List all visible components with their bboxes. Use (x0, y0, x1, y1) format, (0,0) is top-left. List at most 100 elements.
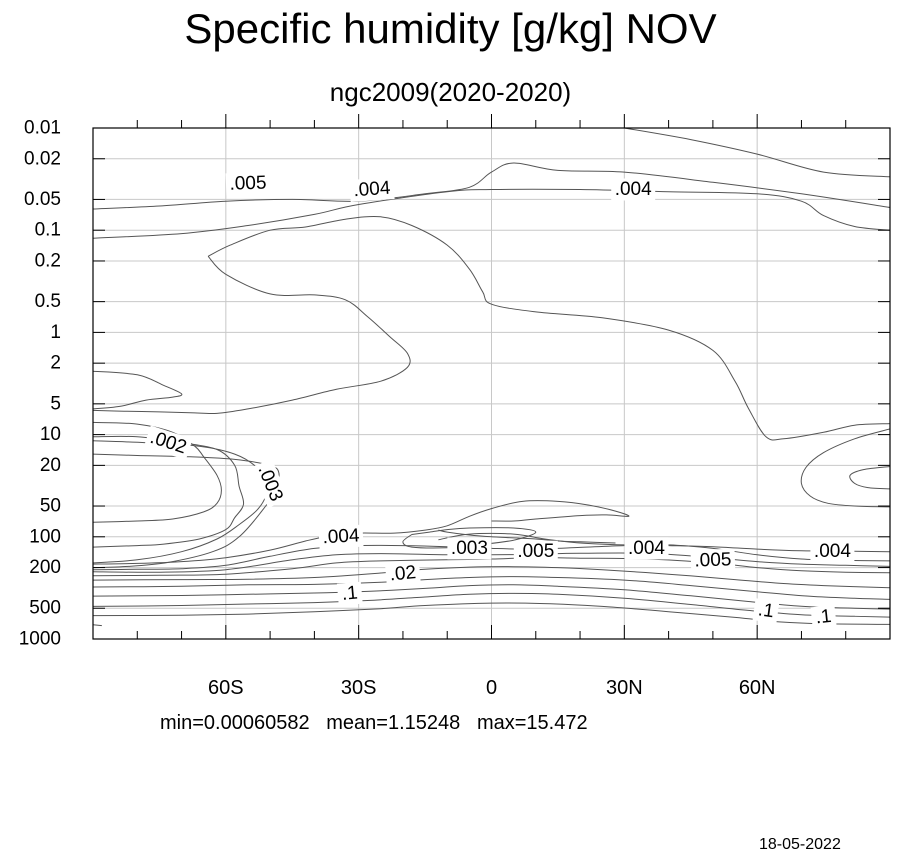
contour-label: .1 (341, 583, 359, 605)
contour-line (93, 566, 890, 589)
y-axis: 0.01 0.02 0.05 0.1 0.2 0.5 1 2 5 10 20 50 100 200 500 1… (19, 118, 890, 650)
contour-label-group: .004 (611, 178, 656, 201)
x-tick-label: 0 (486, 677, 497, 699)
contour-line (482, 128, 484, 129)
y-tick-label: 5 (50, 393, 61, 414)
contour-label-group: .005 (690, 548, 736, 573)
y-tick-label: 0.01 (24, 118, 61, 139)
y-tick-label: 100 (29, 526, 61, 547)
contour-label-bg (318, 524, 364, 549)
date-stamp: 18-05-2022 (759, 836, 841, 853)
contour-label: .005 (517, 541, 554, 562)
contour-label-group: .004 (624, 537, 669, 560)
x-tick-label: 60S (208, 677, 244, 699)
contour-label-bg (385, 561, 421, 587)
contour-label-bg (611, 178, 656, 201)
y-tick-label: 1000 (19, 629, 61, 650)
stats-min-label: min= (160, 712, 204, 734)
contour-line (800, 428, 890, 508)
y-tick-label: 50 (40, 496, 61, 517)
x-axis: 60S 30S 0 30N 60N (136, 114, 847, 699)
stats-max-value: 15.472 (526, 712, 588, 734)
contour-label-group: .003 (251, 458, 289, 508)
contour-line (93, 255, 411, 415)
contour-line (93, 552, 890, 573)
contour-label-bg (690, 548, 736, 573)
contour-label: .003 (451, 538, 488, 559)
contour-label-group: .1 (336, 581, 363, 606)
stats-max-label: max= (476, 712, 527, 734)
contour-line (207, 216, 890, 441)
contour-label: .1 (815, 606, 833, 629)
stats-line: min=0.00060582 mean=1.15248 max=15.472 (160, 710, 588, 736)
y-tick-label: 10 (40, 424, 61, 445)
contour-lines (93, 128, 890, 627)
contour-label-group: .1 (752, 598, 780, 624)
contour-label-bg (349, 176, 395, 203)
contour-label-group: .004 (349, 176, 395, 203)
contour-label-bg (225, 171, 271, 196)
contour-label-bg (143, 425, 193, 460)
contour-line (93, 188, 890, 239)
contour-labels: .005 .004 .004 .002 .003 .004 .003 .005 .004 .005… (143, 171, 855, 630)
contour-line (93, 500, 630, 565)
contour-line (93, 421, 222, 523)
contour-label-bg (513, 540, 558, 563)
y-tick-label: 0.02 (24, 148, 61, 169)
contour-label-bg (810, 540, 855, 563)
contour-label-bg (336, 581, 363, 606)
y-tick-label: 0.5 (35, 291, 61, 312)
contour-label-group: .003 (447, 537, 492, 560)
contour-label-group: .004 (318, 524, 364, 549)
y-tick-label: 1 (50, 322, 61, 343)
contour-line (93, 440, 268, 564)
y-tick-label: 200 (29, 557, 61, 578)
contour-label-bg (810, 604, 837, 630)
contour-label: .004 (353, 178, 392, 202)
contour-label: .02 (389, 562, 417, 585)
contour-label: .004 (814, 541, 851, 562)
y-tick-label: 0.1 (35, 220, 61, 241)
stats-mean-label: mean= (326, 712, 388, 734)
stats-min-value: 0.00060582 (203, 712, 310, 734)
contour-line (93, 162, 890, 210)
contour-line (93, 370, 183, 410)
contour-label-group: .005 (225, 171, 271, 196)
y-tick-label: 500 (29, 598, 61, 619)
contour-line (93, 624, 102, 627)
contour-label-group: .1 (810, 604, 837, 630)
y-tick-label: 0.05 (24, 189, 61, 210)
stats-mean-value: 1.15248 (387, 712, 461, 734)
contour-label-bg (251, 458, 289, 508)
contour-label-group: .02 (385, 561, 421, 587)
chart-subtitle: ngc2009(2020-2020) (329, 77, 572, 107)
contour-label-group: .005 (513, 540, 558, 563)
contour-line (624, 128, 890, 178)
contour-line (93, 557, 890, 577)
contour-label-bg (752, 598, 780, 624)
contour-line (849, 466, 890, 490)
contour-line (93, 584, 890, 610)
contour-label-bg (624, 537, 669, 560)
contour-label: .005 (694, 549, 732, 571)
contour-line (93, 592, 890, 618)
contour-line (438, 529, 616, 544)
x-tick-label: 60N (739, 677, 776, 699)
contour-label: .1 (757, 599, 776, 622)
x-tick-label: 30S (341, 677, 377, 699)
x-tick-label: 30N (606, 677, 643, 699)
contour-label-bg (447, 537, 492, 560)
contour-label: .005 (229, 172, 267, 194)
contour-line (93, 576, 890, 600)
y-tick-label: 20 (40, 455, 61, 476)
contour-label: .002 (147, 427, 189, 458)
contour-label: .004 (322, 525, 360, 548)
contour-label: .004 (628, 538, 665, 559)
contour-line (93, 544, 890, 571)
contour-label: .004 (615, 179, 652, 200)
y-tick-label: 0.2 (35, 250, 61, 271)
y-tick-label: 2 (50, 353, 61, 374)
contour-label-group: .004 (810, 540, 855, 563)
chart-title: Specific humidity [g/kg] NOV (184, 5, 717, 52)
